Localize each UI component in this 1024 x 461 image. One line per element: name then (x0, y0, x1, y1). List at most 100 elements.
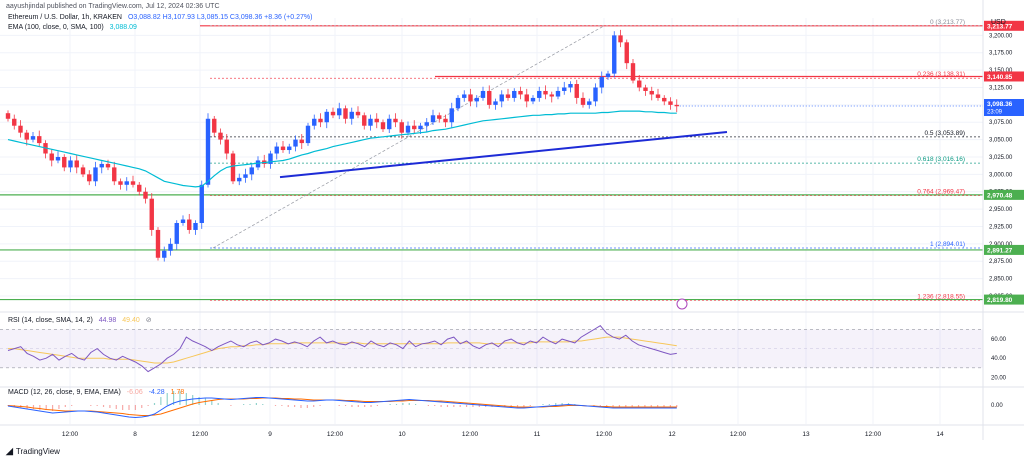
rsi-ma-line (8, 336, 677, 364)
macd-value: -4.28 (148, 389, 165, 396)
price-level-badge-label: 3,213.77 (987, 23, 1013, 30)
price-tick-label: 2,925.00 (989, 224, 1013, 230)
candle-body (587, 101, 592, 105)
candle-body (74, 160, 79, 168)
rsi-ma-legend-value: 49.40 (122, 317, 140, 324)
price-level-badge-label: 2,970.48 (987, 192, 1013, 199)
price-tick-label: 3,125.00 (989, 85, 1013, 91)
price-tick-label: 3,050.00 (989, 138, 1013, 144)
macd-legend-label: MACD (12, 26, close, 9, EMA, EMA) (8, 389, 121, 396)
candle-body (512, 90, 517, 98)
price-tick-label: 3,025.00 (989, 155, 1013, 161)
candle-body (430, 115, 436, 123)
candle-body (549, 94, 554, 97)
fib-level-label: 0 (3,213.77) (930, 19, 965, 26)
price-tick-label: 2,875.00 (989, 259, 1013, 265)
time-axis-label: 12:00 (730, 431, 747, 438)
candle-body (5, 113, 11, 119)
candle-body (330, 111, 336, 116)
candle-body (668, 101, 673, 105)
candle-body (405, 125, 411, 133)
candle-body (605, 73, 611, 78)
candle-body (530, 97, 536, 102)
candle-body (149, 198, 154, 230)
candle-body (499, 94, 504, 102)
price-level-badge-label: 2,819.80 (987, 297, 1013, 304)
candle-body (68, 160, 73, 168)
tradingview-footer: ◢ TradingView (6, 446, 60, 457)
currency-label: USD (991, 19, 1006, 26)
macd-legend: MACD (12, 26, close, 9, EMA, EMA) -6.06 … (8, 389, 188, 396)
candle-body (80, 167, 86, 175)
alert-icon (676, 298, 688, 310)
time-axis-label: 12:00 (462, 431, 479, 438)
candle-body (537, 90, 542, 98)
candle-body (255, 160, 261, 168)
candle-body (99, 163, 104, 168)
candle-body (643, 87, 648, 91)
candle-body (130, 181, 136, 185)
ema-100-line (7, 110, 677, 188)
candle-body (230, 153, 236, 182)
tradingview-brand: TradingView (15, 447, 60, 456)
price-tick-label: 3,000.00 (989, 172, 1013, 178)
price-tick-label: 3,150.00 (989, 68, 1013, 74)
eye-icon[interactable]: ⊘ (145, 317, 152, 324)
candle-body (487, 90, 492, 105)
candle-body (180, 219, 186, 223)
candle-body (305, 125, 311, 144)
candle-body (580, 97, 586, 105)
candle-body (524, 94, 529, 102)
price-level-badge-label: 2,891.27 (987, 247, 1013, 254)
time-axis[interactable]: 12:00 8 12:00 9 12:00 10 12:00 11 12:00 12 12:00 13… (62, 431, 944, 438)
time-axis-label: 12:00 (327, 431, 344, 438)
rsi-line (7, 325, 677, 373)
current-price-label: 3,098.36 (987, 101, 1013, 108)
price-tick-label: 2,900.00 (989, 242, 1013, 248)
trendline[interactable] (279, 130, 728, 179)
macd-line (7, 397, 677, 419)
candle-body (224, 139, 229, 154)
candle-countdown-label: 23:09 (987, 110, 1003, 116)
ema-legend-label: EMA (100, close, 0, SMA, 100) (8, 24, 104, 31)
price-tick-label: 3,200.00 (989, 33, 1013, 39)
rsi-legend-value: 44.98 (98, 317, 117, 324)
candle-body (437, 115, 442, 119)
horizontal-levels (0, 25, 983, 301)
candle-body (612, 35, 617, 74)
fib-level-label: 0.236 (3,138.31) (917, 71, 965, 78)
publisher-line: aayushjindal published on TradingView.co… (6, 3, 220, 10)
signal-value: 1.78 (170, 389, 185, 396)
candle-body (562, 87, 567, 91)
candle-body (312, 118, 317, 126)
candle-body (174, 223, 179, 244)
price-level-badge (984, 244, 1024, 255)
candlesticks (5, 29, 679, 262)
price-level-badge (984, 20, 1024, 31)
candle-body (155, 229, 161, 258)
candle-body (543, 90, 548, 95)
time-axis-label: 12:00 (596, 431, 613, 438)
candle-body (37, 136, 42, 144)
candle-body (343, 108, 348, 119)
price-axis[interactable]: 3,200.003,175.003,150.003,125.003,100.00… (0, 0, 1024, 440)
symbol-legend: Ethereum / U.S. Dollar, 1h, KRAKEN O3,08… (8, 14, 316, 21)
price-tick-label: 2,850.00 (989, 277, 1013, 283)
candle-body (655, 94, 661, 98)
candle-body (618, 35, 623, 43)
candle-body (493, 101, 498, 105)
candle-body (380, 122, 386, 130)
candle-body (18, 125, 23, 133)
candle-body (662, 97, 667, 102)
candle-body (274, 146, 279, 154)
candle-body (355, 111, 361, 116)
price-tick-label: 2,950.00 (989, 207, 1013, 213)
candle-body (518, 90, 523, 95)
symbol-title: Ethereum / U.S. Dollar, 1h, KRAKEN (8, 14, 122, 21)
candle-body (12, 118, 17, 126)
candle-body (162, 250, 167, 258)
candle-body (293, 139, 298, 147)
current-price-badge (984, 99, 1024, 117)
candle-body (412, 125, 417, 130)
